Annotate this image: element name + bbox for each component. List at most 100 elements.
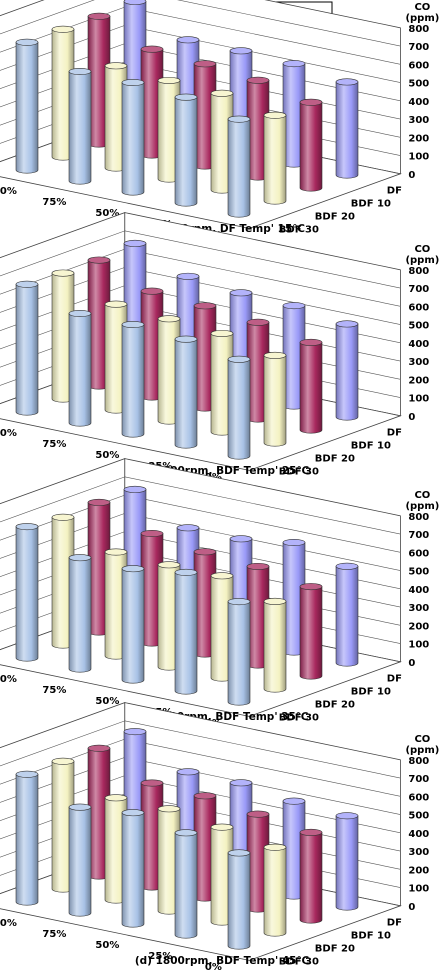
z-tick-label: 100: [408, 152, 429, 163]
bar: [174, 93, 198, 207]
z-tick-label: 400: [408, 97, 429, 108]
z-tick-label: 600: [408, 302, 429, 313]
bar: [104, 548, 128, 660]
series-tick-label: BDF 20: [315, 700, 355, 711]
series-tick-label: BDF 10: [351, 199, 391, 210]
z-axis-label: CO: [414, 734, 430, 745]
chart-panel: 0 100 200 300 400 500 600 700 800 CO(ppm) 100% 75% 5…: [0, 458, 439, 729]
z-tick-label: 0: [408, 658, 415, 669]
bar: [282, 797, 306, 900]
gridline: [124, 25, 401, 83]
series-tick-label: DF: [387, 918, 402, 929]
bar: [121, 809, 145, 928]
z-tick-label: 0: [408, 902, 415, 913]
bar: [299, 828, 323, 924]
category-tick-label: 25%: [148, 951, 172, 962]
z-tick-label: 800: [408, 24, 429, 35]
series-tick-label: BDF 10: [351, 441, 391, 452]
series-tick-label: BDF 30: [279, 957, 319, 968]
bar: [227, 598, 251, 706]
series-tick-label: BDF 30: [279, 225, 319, 236]
chart-panel: 0 100 200 300 400 500 600 700 800 CO(ppm) 100% 75% 5…: [0, 0, 439, 241]
gridline: [124, 230, 401, 289]
series-tick-label: BDF 20: [315, 944, 355, 955]
bar: [263, 351, 287, 447]
chart-panel: 0 100 200 300 400 500 600 700 800 CO(ppm) 100% 75% 5…: [0, 702, 439, 973]
z-tick-label: 500: [408, 321, 429, 332]
z-tick-label: 600: [408, 548, 429, 559]
category-tick-label: 50%: [95, 940, 119, 951]
gridline: [124, 6, 401, 65]
series-tick-label: BDF 10: [351, 931, 391, 942]
bar: [15, 38, 39, 174]
bar: [282, 538, 306, 656]
bar: [335, 78, 359, 179]
z-tick-label: 400: [408, 339, 429, 350]
z-axis-label: (ppm): [405, 501, 439, 512]
category-tick-label: 100%: [0, 918, 17, 929]
z-tick-label: 200: [408, 865, 429, 876]
z-tick-label: 800: [408, 266, 429, 277]
z-tick-label: 200: [408, 621, 429, 632]
bar: [299, 338, 323, 434]
category-tick-label: 50%: [95, 208, 119, 219]
z-tick-label: 200: [408, 133, 429, 144]
z-tick-label: 800: [408, 756, 429, 767]
bar: [51, 25, 75, 161]
z-tick-label: 800: [408, 512, 429, 523]
bar: [140, 45, 164, 159]
bar: [299, 583, 323, 680]
z-axis-label: CO: [414, 244, 430, 255]
series-tick-label: BDF 30: [279, 713, 319, 724]
bar: [68, 310, 92, 427]
bar: [246, 810, 270, 913]
gridline: [124, 738, 401, 797]
bar: [68, 803, 92, 917]
bar: [157, 561, 181, 671]
bar: [227, 355, 251, 460]
z-tick-label: 600: [408, 792, 429, 803]
category-tick-label: 100%: [0, 428, 17, 439]
gridline: [124, 720, 401, 779]
bar: [335, 320, 359, 421]
z-tick-label: 500: [408, 567, 429, 578]
category-tick-label: 75%: [42, 685, 66, 696]
bar: [104, 794, 128, 904]
gridline: [124, 494, 401, 553]
bar: [121, 321, 145, 438]
z-axis-label: (ppm): [405, 13, 439, 24]
z-tick-label: 300: [408, 115, 429, 126]
z-axis-label: (ppm): [405, 255, 439, 266]
z-tick-label: 700: [408, 42, 429, 53]
bar: [140, 529, 164, 647]
panel-caption: (d) 1800rpm, BDF Temp' 45℃: [135, 955, 309, 967]
category-tick-label: 50%: [95, 696, 119, 707]
gridline: [124, 513, 401, 571]
z-tick-label: 100: [408, 884, 429, 895]
bar: [157, 315, 181, 425]
z-tick-label: 300: [408, 357, 429, 368]
z-tick-label: 200: [408, 375, 429, 386]
category-tick-label: 100%: [0, 186, 17, 197]
category-tick-label: 50%: [95, 450, 119, 461]
bar: [140, 287, 164, 401]
series-tick-label: BDF 20: [315, 212, 355, 223]
gridline: [124, 476, 401, 535]
series-tick-label: DF: [387, 186, 402, 197]
series-tick-label: DF: [387, 428, 402, 439]
z-tick-label: 500: [408, 79, 429, 90]
z-tick-label: 300: [408, 603, 429, 614]
series-tick-label: BDF 10: [351, 687, 391, 698]
gridline: [0, 0, 95, 35]
series-tick-label: BDF 30: [279, 467, 319, 478]
category-tick-label: 75%: [42, 197, 66, 208]
z-tick-label: 100: [408, 640, 429, 651]
gridline: [0, 476, 125, 523]
bar: [335, 562, 359, 667]
gridline: [177, 0, 401, 47]
category-tick-label: 100%: [0, 674, 17, 685]
bar: [246, 318, 270, 423]
gridline: [0, 230, 125, 277]
gridline: [0, 720, 125, 767]
